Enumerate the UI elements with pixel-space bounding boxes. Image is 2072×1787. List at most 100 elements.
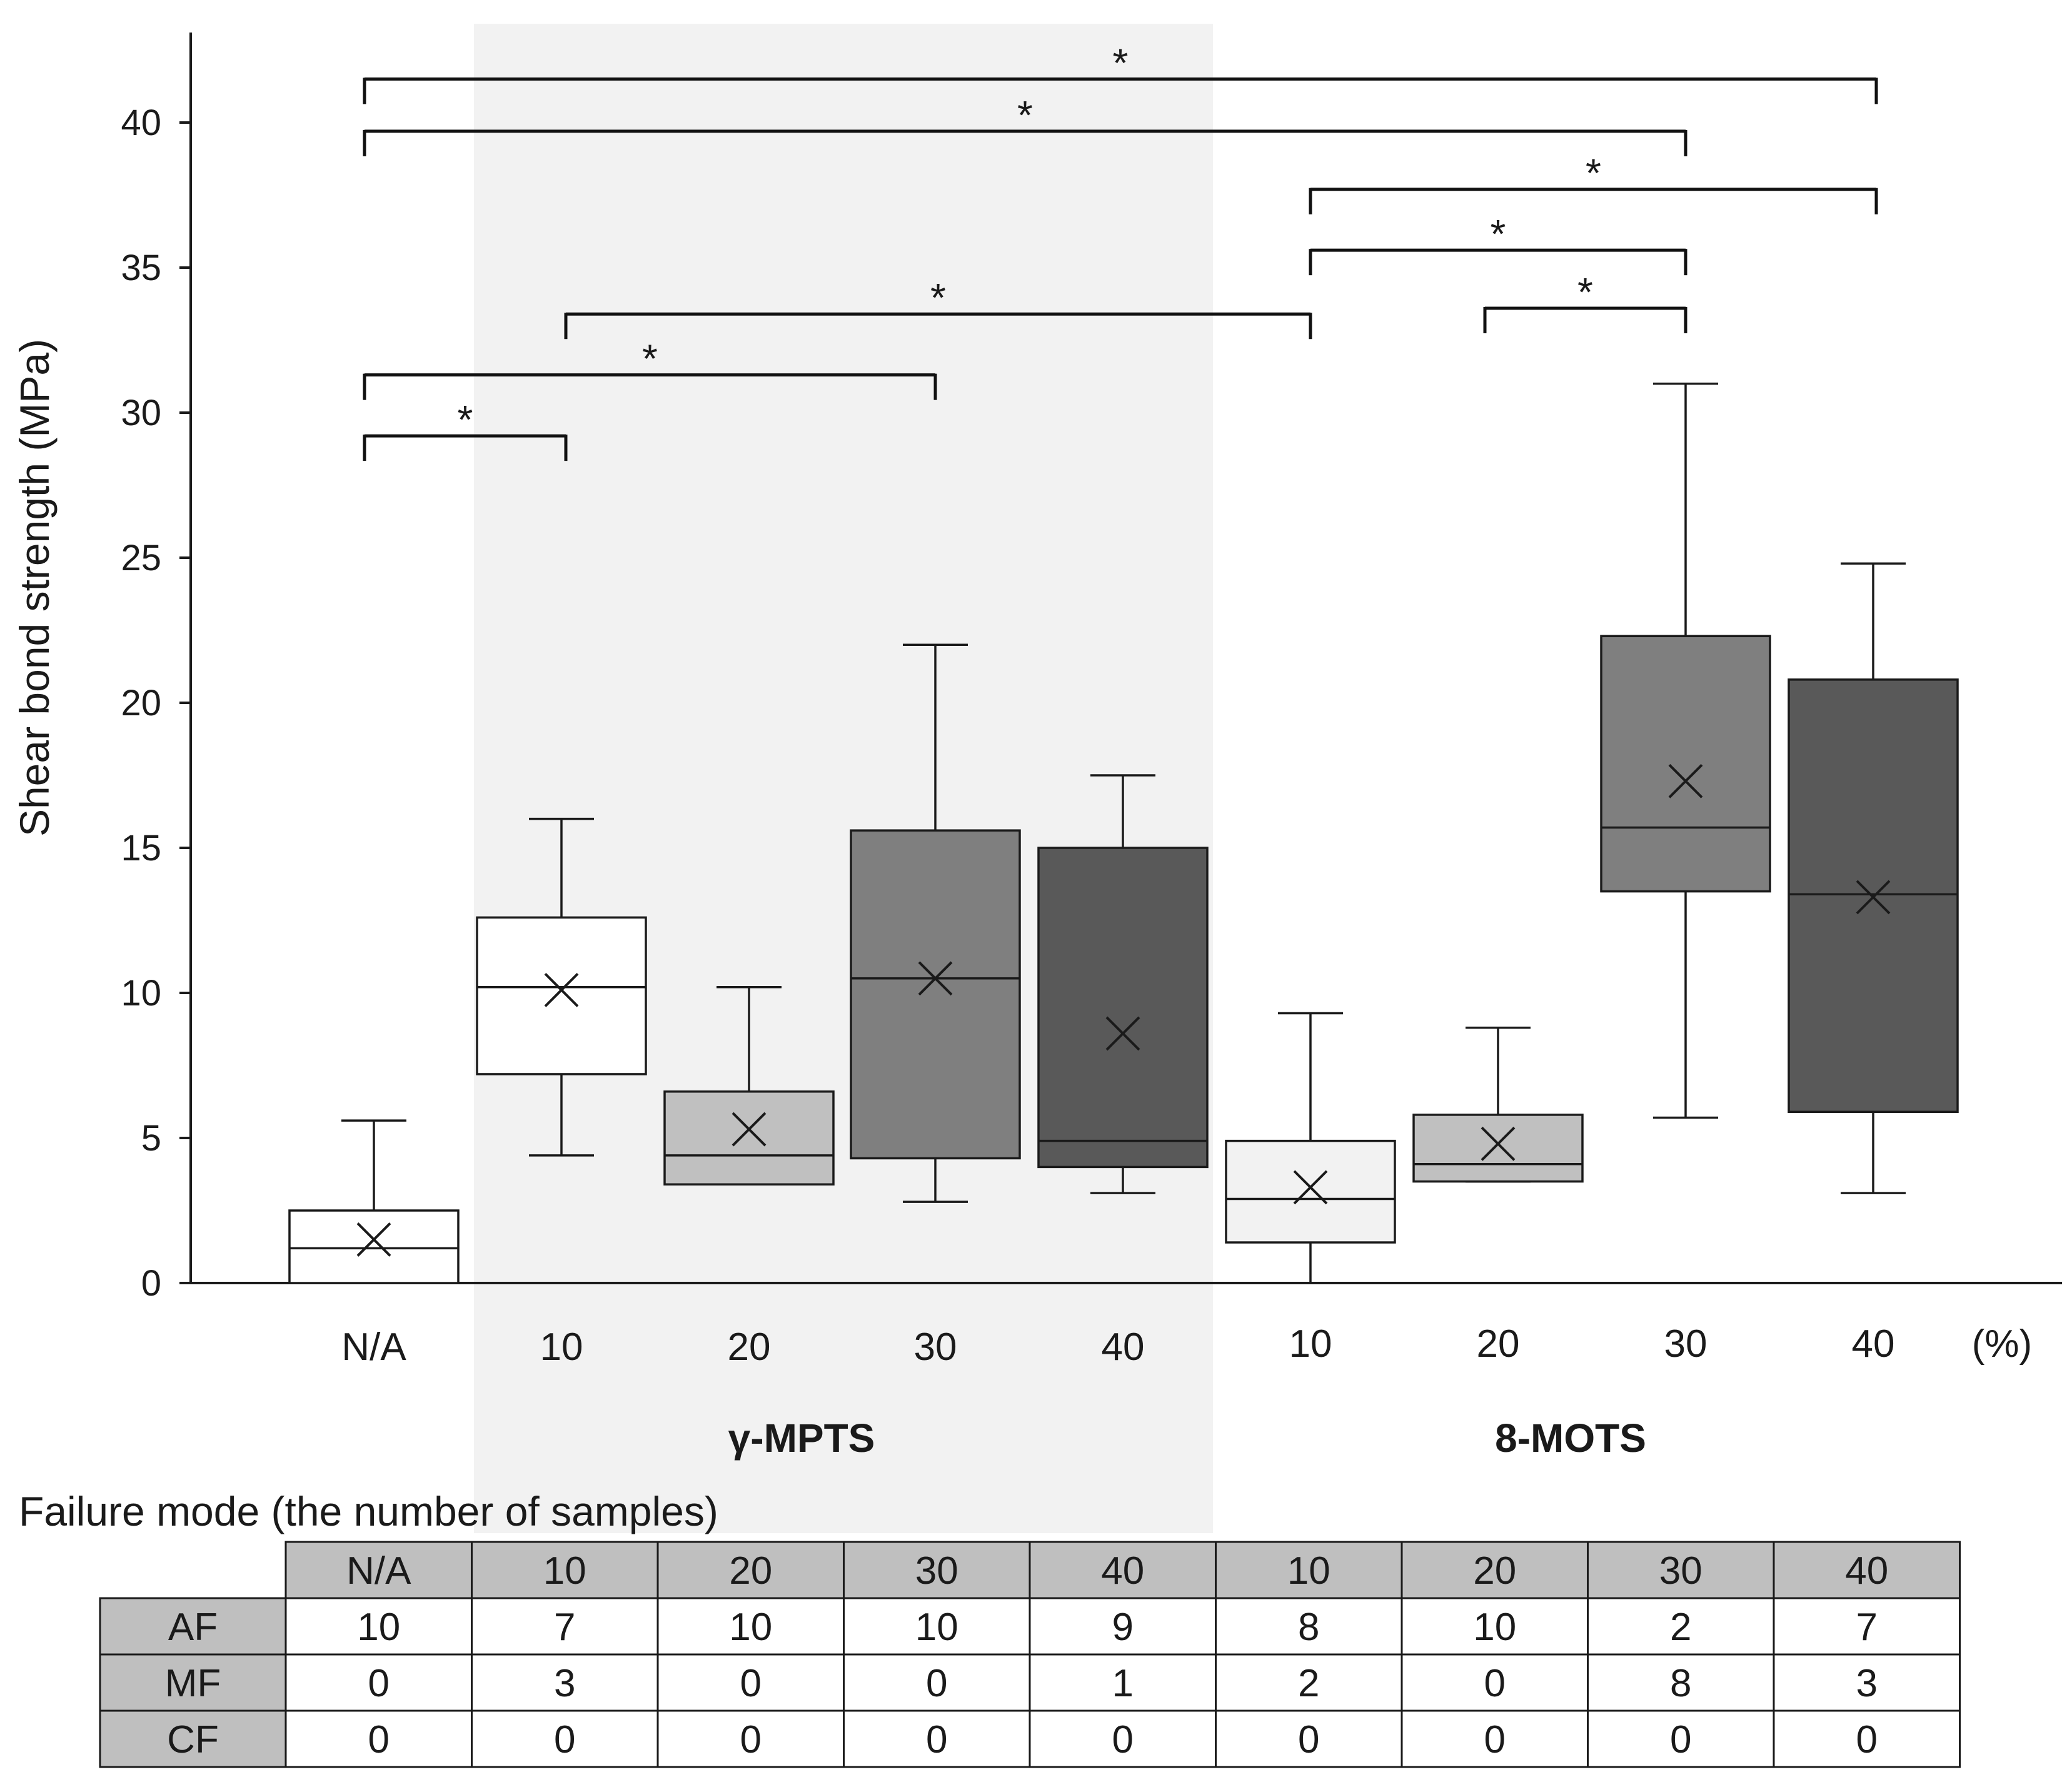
- table-cell: [1215, 1709, 1403, 1768]
- box-group: [850, 643, 1021, 1203]
- table-cell: [1773, 1709, 1961, 1768]
- table-header-cell: [1773, 1541, 1961, 1599]
- significance-label: *: [642, 336, 658, 381]
- table-cell-value: 0: [554, 1718, 575, 1761]
- table-cell-value: 9: [1112, 1606, 1134, 1649]
- table-cell: [1215, 1597, 1403, 1656]
- table-header-label: 40: [1845, 1549, 1888, 1593]
- table-row-label: MF: [165, 1662, 221, 1705]
- box-group: [1037, 774, 1209, 1194]
- table-title: Failure mode (the number of samples): [19, 1488, 718, 1534]
- group-label-gamma-mpts: γ-MPTS: [728, 1416, 875, 1461]
- box-iqr: [1600, 635, 1771, 893]
- mean-marker: [1293, 1170, 1328, 1205]
- table-cell-value: 0: [1112, 1718, 1134, 1761]
- table-cell: [284, 1597, 473, 1656]
- table-cell-value: 0: [1298, 1718, 1319, 1761]
- x-tick-label: 10: [1289, 1322, 1332, 1366]
- box-group: [1225, 1012, 1396, 1284]
- box-group: [1412, 1026, 1584, 1183]
- significance-bracket: *: [1309, 211, 1687, 276]
- group-label-8-mots: 8-MOTS: [1495, 1416, 1646, 1461]
- x-tick-label: 20: [728, 1326, 771, 1369]
- x-tick-label: 30: [914, 1326, 957, 1369]
- gamma-mpts-shading: [474, 24, 1213, 1533]
- table-cell: [1773, 1597, 1961, 1656]
- box-iqr: [1225, 1139, 1396, 1244]
- table-row-label: AF: [168, 1606, 218, 1649]
- significance-bracket: *: [363, 397, 568, 461]
- table-cell: [656, 1709, 845, 1768]
- table-cell-value: 3: [1856, 1662, 1878, 1705]
- significance-label: *: [1113, 40, 1129, 85]
- table-header-label: 10: [1287, 1549, 1330, 1593]
- table-row-header-cell: [99, 1709, 287, 1768]
- table-cell-value: 1: [1112, 1662, 1134, 1705]
- x-tick-label: 40: [1852, 1322, 1895, 1366]
- table-header-cell: [471, 1541, 659, 1599]
- table-cell: [656, 1597, 845, 1656]
- significance-bracket: *: [1483, 269, 1687, 333]
- x-axis-unit: (%): [1972, 1322, 2032, 1366]
- mean-marker: [918, 961, 953, 996]
- y-tick-label: 15: [121, 828, 161, 868]
- table-header-cell: [1215, 1541, 1403, 1599]
- mean-marker: [1856, 880, 1891, 915]
- y-tick-label: 0: [141, 1263, 161, 1304]
- y-tick-label: 30: [121, 393, 161, 433]
- table-header-label: 30: [1659, 1549, 1702, 1593]
- mean-marker: [356, 1222, 391, 1257]
- y-tick-label: 10: [121, 973, 161, 1014]
- x-tick-label: 20: [1477, 1322, 1520, 1366]
- table-header-cell: [656, 1541, 845, 1599]
- significance-bracket: *: [363, 336, 937, 400]
- table-cell-value: 0: [368, 1662, 390, 1705]
- y-tick-label: 5: [141, 1118, 161, 1159]
- box-group: [1788, 562, 1959, 1194]
- table-cell-value: 2: [1298, 1662, 1319, 1705]
- table-cell: [1401, 1653, 1589, 1712]
- box-group: [663, 985, 835, 1185]
- table-cell-value: 10: [915, 1606, 958, 1649]
- table-header-label: 30: [915, 1549, 958, 1593]
- table-cell-value: 8: [1298, 1606, 1319, 1649]
- table-cell-value: 10: [729, 1606, 772, 1649]
- table-header-cell: [1401, 1541, 1589, 1599]
- y-tick-label: 25: [121, 538, 161, 578]
- box-iqr: [1037, 847, 1209, 1169]
- significance-label: *: [1586, 151, 1601, 196]
- table-cell: [843, 1597, 1031, 1656]
- mean-marker: [1481, 1126, 1516, 1161]
- box-group: [288, 1119, 460, 1284]
- box-iqr: [663, 1090, 835, 1185]
- table-cell-value: 2: [1670, 1606, 1691, 1649]
- x-tick-label: 30: [1664, 1322, 1707, 1366]
- table-header-label: 20: [729, 1549, 772, 1593]
- box-group: [1600, 382, 1771, 1119]
- table-cell: [1401, 1597, 1589, 1656]
- table-cell: [284, 1709, 473, 1768]
- box-group: [476, 817, 647, 1157]
- table-cell-value: 0: [1484, 1718, 1506, 1761]
- table-cell-value: 0: [368, 1718, 390, 1761]
- table-header-label: 40: [1101, 1549, 1144, 1593]
- table-row-label: CF: [167, 1718, 219, 1761]
- x-tick-label: N/A: [341, 1326, 406, 1369]
- table-cell: [471, 1597, 659, 1656]
- significance-bracket: *: [363, 93, 1687, 156]
- table-cell-value: 3: [554, 1662, 575, 1705]
- box-iqr: [850, 829, 1021, 1160]
- significance-label: *: [1017, 93, 1033, 138]
- mean-marker: [732, 1112, 767, 1147]
- significance-bracket: *: [1309, 151, 1878, 214]
- box-iqr: [1412, 1114, 1584, 1183]
- table-cell: [1773, 1653, 1961, 1712]
- table-cell: [1028, 1709, 1217, 1768]
- mean-marker: [1668, 763, 1703, 798]
- table-cell: [1401, 1709, 1589, 1768]
- table-cell: [1587, 1597, 1775, 1656]
- table-cell: [1587, 1709, 1775, 1768]
- table-cell-value: 0: [1484, 1662, 1506, 1705]
- mean-marker: [1105, 1016, 1140, 1051]
